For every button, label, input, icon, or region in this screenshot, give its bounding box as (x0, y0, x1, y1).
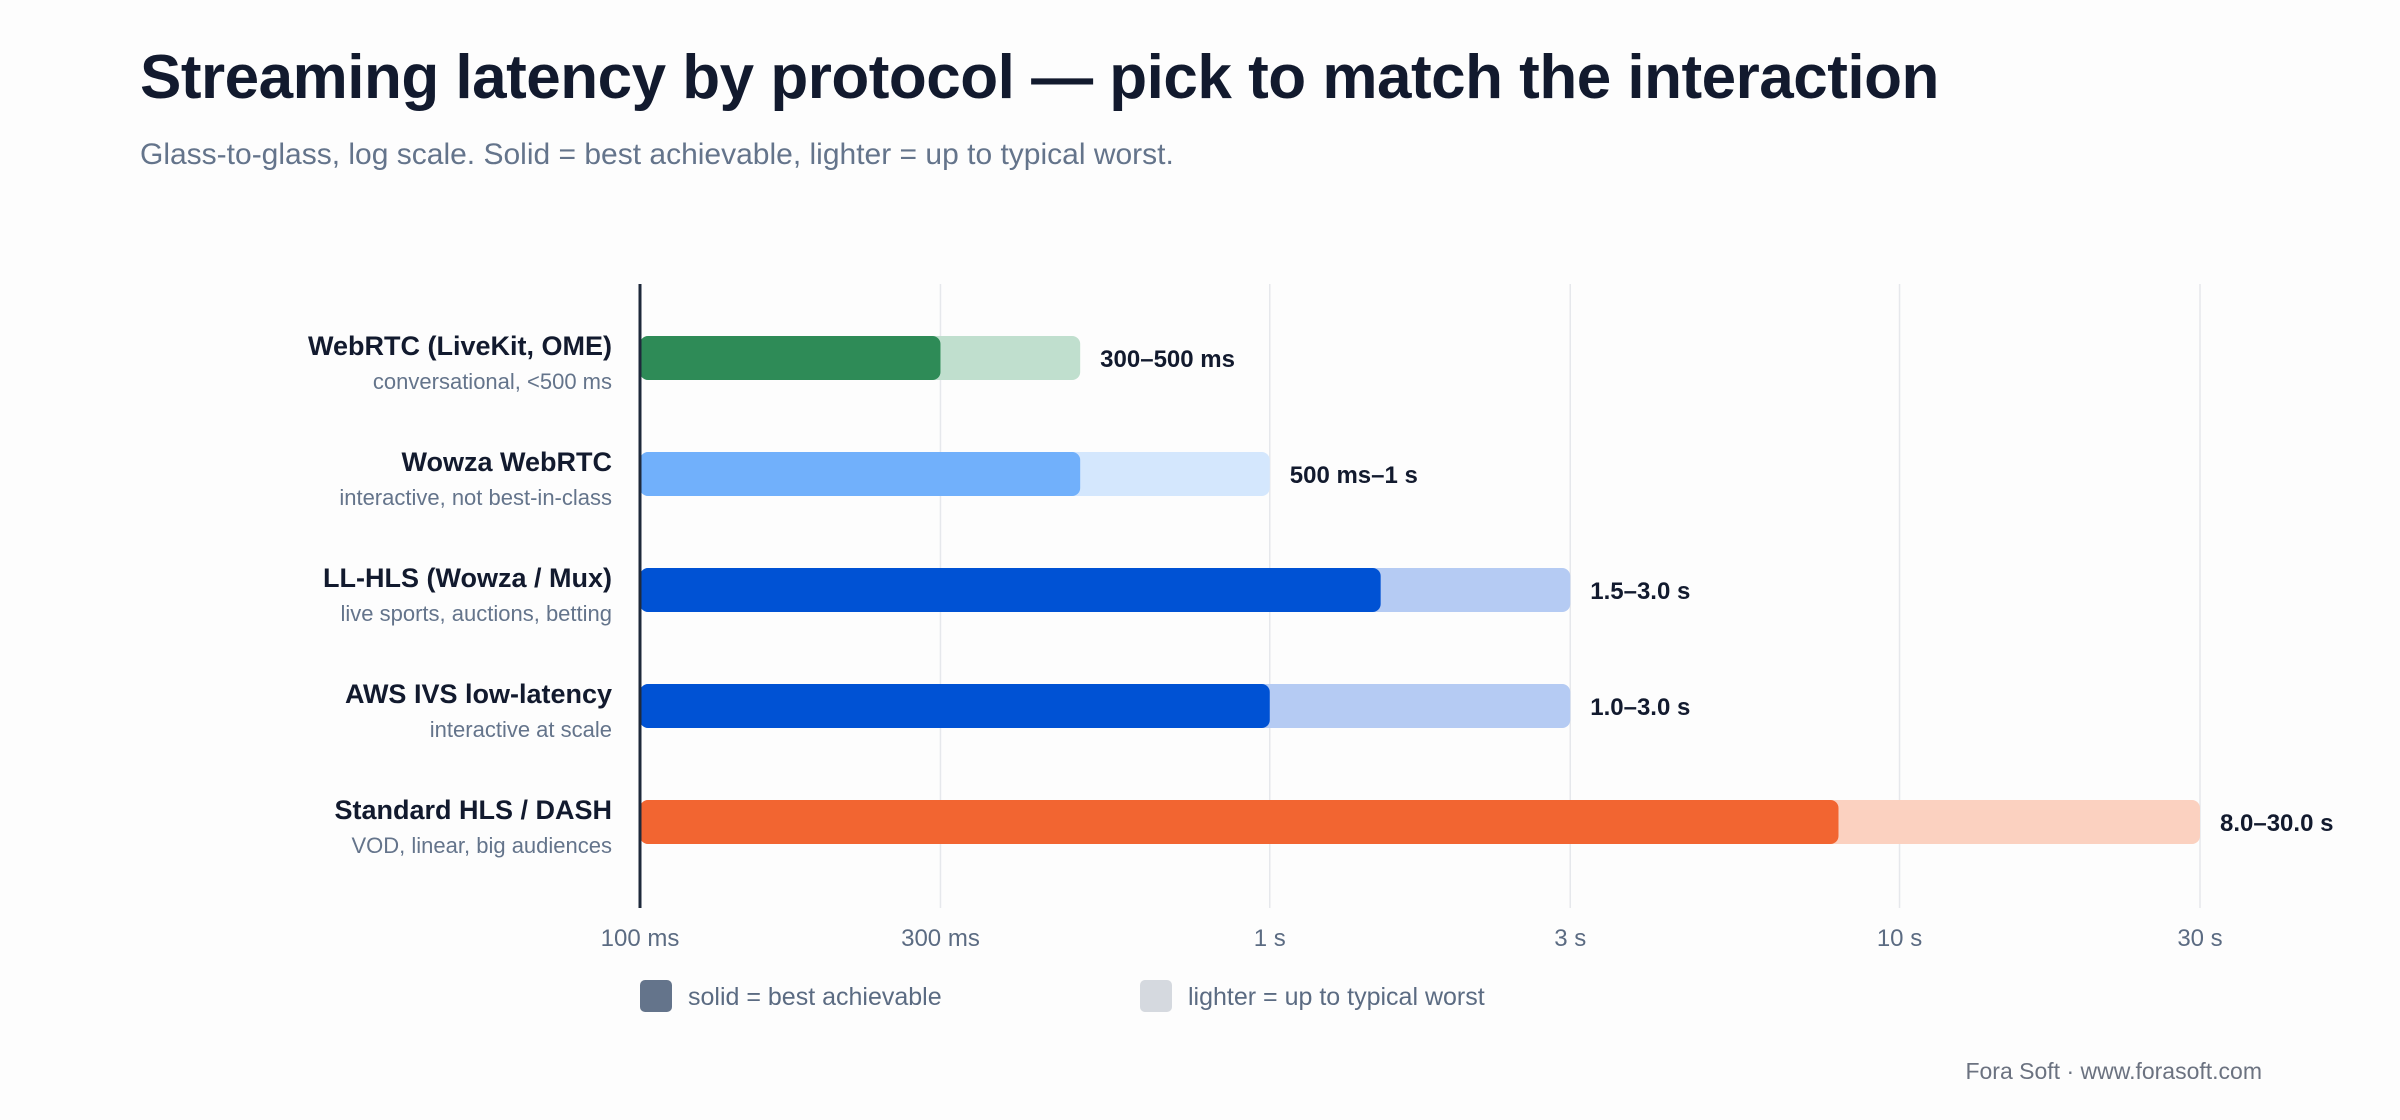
row-subtitle: live sports, auctions, betting (341, 601, 612, 626)
bar-value-label: 8.0–30.0 s (2220, 810, 2333, 837)
bar-value-label: 1.0–3.0 s (1590, 694, 1690, 721)
bar-best (640, 800, 1839, 844)
chart-title: Streaming latency by protocol — pick to … (140, 43, 1939, 112)
legend-swatch-light (1140, 980, 1172, 1012)
chart-subtitle: Glass-to-glass, log scale. Solid = best … (140, 138, 1174, 171)
row-subtitle: interactive at scale (430, 717, 612, 742)
x-tick-label: 10 s (1877, 925, 1922, 952)
bar-best (640, 336, 941, 380)
x-tick-label: 3 s (1554, 925, 1586, 952)
x-tick-label: 300 ms (901, 925, 980, 952)
bar-best (640, 684, 1270, 728)
legend-label: solid = best achievable (688, 983, 942, 1011)
row-subtitle: VOD, linear, big audiences (352, 833, 613, 858)
x-axis-ticks: 100 ms 300 ms 1 s 3 s 10 s 30 s (601, 925, 2223, 952)
bar-value-label: 1.5–3.0 s (1590, 578, 1690, 605)
bar-value-label: 500 ms–1 s (1290, 462, 1418, 489)
row-name: Standard HLS / DASH (334, 795, 612, 825)
x-tick-label: 30 s (2177, 925, 2222, 952)
row-name: Wowza WebRTC (401, 447, 612, 477)
footer-credit: Fora Soft · www.forasoft.com (1965, 1058, 2262, 1084)
row-name: WebRTC (LiveKit, OME) (308, 331, 612, 361)
row-subtitle: interactive, not best-in-class (339, 485, 612, 510)
bar-best (640, 568, 1381, 612)
legend-label: lighter = up to typical worst (1188, 983, 1485, 1011)
bar-value-label: 300–500 ms (1100, 346, 1235, 373)
x-tick-label: 100 ms (601, 925, 680, 952)
x-tick-label: 1 s (1254, 925, 1286, 952)
row-subtitle: conversational, <500 ms (373, 369, 612, 394)
row-name: LL-HLS (Wowza / Mux) (323, 563, 612, 593)
row-name: AWS IVS low-latency (345, 679, 612, 709)
bar-best (640, 452, 1081, 496)
bars (640, 336, 2200, 844)
row-labels: 300–500 ms WebRTC (LiveKit, OME) conversat… (308, 331, 2333, 858)
legend-swatch-solid (640, 980, 672, 1012)
legend: solid = best achievable lighter = up to t… (640, 980, 1485, 1012)
